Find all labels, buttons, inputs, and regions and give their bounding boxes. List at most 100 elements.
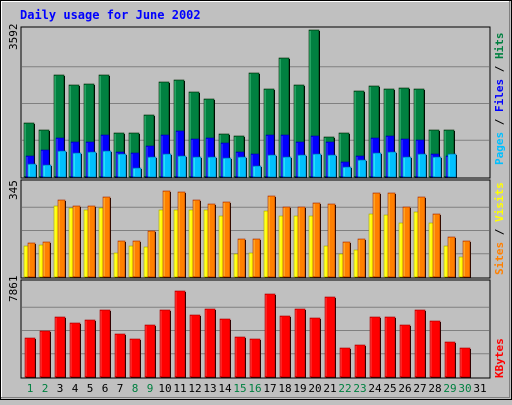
sites-bar bbox=[462, 240, 471, 278]
legend-separator-3: / bbox=[493, 228, 506, 235]
kbytes-bar bbox=[219, 318, 231, 378]
kbytes-bar bbox=[264, 293, 276, 378]
kbytes-bar bbox=[339, 347, 351, 378]
sites-bar bbox=[72, 205, 81, 278]
kbytes-bar bbox=[189, 314, 201, 378]
x-tick-label: 13 bbox=[203, 382, 216, 395]
sites-bar bbox=[402, 206, 411, 278]
kbytes-bar bbox=[84, 319, 96, 378]
kbytes-ymax-label: 7861 bbox=[7, 276, 20, 303]
legend-hits-files-pages: Pages / Files / Hits bbox=[493, 33, 506, 166]
x-tick-label: 27 bbox=[413, 382, 426, 395]
sites-bar bbox=[117, 240, 126, 278]
sites-bar bbox=[312, 202, 321, 278]
pages-bar bbox=[327, 154, 337, 178]
pages-bar bbox=[162, 153, 172, 178]
hits-ymax-label: 3592 bbox=[7, 24, 20, 51]
pages-bar bbox=[117, 153, 127, 178]
x-tick-label: 20 bbox=[308, 382, 321, 395]
sites-bar bbox=[357, 238, 366, 278]
x-tick-label: 12 bbox=[188, 382, 201, 395]
kbytes-bar bbox=[324, 296, 336, 378]
sites-bar bbox=[372, 192, 381, 278]
x-tick-label: 29 bbox=[443, 382, 456, 395]
pages-bar bbox=[267, 154, 277, 178]
kbytes-bar bbox=[39, 330, 51, 378]
x-tick-label: 15 bbox=[233, 382, 246, 395]
pages-bar bbox=[222, 157, 232, 178]
sites-bar bbox=[192, 199, 201, 278]
pages-bar bbox=[252, 165, 262, 178]
sites-bar bbox=[102, 196, 111, 278]
kbytes-bar bbox=[399, 324, 411, 378]
sites-bar bbox=[432, 213, 441, 278]
x-tick-label: 4 bbox=[72, 382, 79, 395]
chart-title: Daily usage for June 2002 bbox=[20, 8, 201, 22]
kbytes-bar bbox=[204, 308, 216, 378]
x-tick-label: 30 bbox=[458, 382, 471, 395]
pages-bar bbox=[27, 163, 37, 178]
pages-bar bbox=[282, 156, 292, 178]
pages-bar bbox=[207, 156, 217, 178]
legend-visits: Visits bbox=[493, 182, 506, 222]
x-tick-label: 19 bbox=[293, 382, 306, 395]
sites-bar bbox=[342, 241, 351, 278]
kbytes-bar bbox=[384, 316, 396, 378]
x-tick-label: 2 bbox=[42, 382, 49, 395]
x-tick-label: 23 bbox=[353, 382, 366, 395]
legend-separator-2: / bbox=[493, 65, 506, 72]
kbytes-bar bbox=[279, 315, 291, 378]
kbytes-bar bbox=[99, 309, 111, 378]
kbytes-bar bbox=[69, 322, 81, 378]
legend-kbytes-text: KBytes bbox=[493, 338, 506, 378]
sites-bar bbox=[162, 190, 171, 278]
x-tick-label: 28 bbox=[428, 382, 441, 395]
pages-bar bbox=[357, 159, 367, 178]
kbytes-bar bbox=[354, 344, 366, 378]
kbytes-bar bbox=[309, 317, 321, 378]
x-tick-label: 18 bbox=[278, 382, 291, 395]
sites-bar bbox=[87, 205, 96, 278]
x-tick-label: 5 bbox=[87, 382, 94, 395]
sites-bar bbox=[132, 240, 141, 278]
x-tick-label: 14 bbox=[218, 382, 232, 395]
pages-bar bbox=[402, 156, 412, 178]
pages-bar bbox=[387, 151, 397, 178]
visits-ymax-label: 345 bbox=[7, 180, 20, 200]
sites-bar bbox=[417, 196, 426, 278]
pages-bar bbox=[417, 153, 427, 178]
x-tick-label: 8 bbox=[132, 382, 139, 395]
pages-bar bbox=[42, 164, 52, 178]
x-tick-label: 25 bbox=[383, 382, 396, 395]
legend-files: Files bbox=[493, 79, 506, 112]
sites-bar bbox=[57, 199, 66, 278]
pages-bar bbox=[87, 151, 97, 178]
pages-bar bbox=[147, 156, 157, 178]
kbytes-bar bbox=[459, 347, 471, 378]
sites-bar bbox=[222, 201, 231, 278]
pages-bar bbox=[177, 155, 187, 178]
x-tick-label: 10 bbox=[158, 382, 171, 395]
pages-bar bbox=[237, 156, 247, 178]
sites-bar bbox=[252, 238, 261, 278]
kbytes-bar bbox=[234, 336, 246, 378]
kbytes-bar bbox=[249, 338, 261, 378]
kbytes-bar bbox=[414, 309, 426, 378]
sites-bar bbox=[27, 242, 36, 278]
legend-kbytes: KBytes bbox=[493, 338, 506, 378]
kbytes-bar bbox=[144, 324, 156, 378]
legend-sites: Sites bbox=[493, 242, 506, 275]
kbytes-bar bbox=[294, 308, 306, 378]
pages-bar bbox=[342, 166, 352, 178]
sites-bar bbox=[147, 230, 156, 278]
sites-bar bbox=[282, 206, 291, 278]
pages-bar bbox=[102, 150, 112, 178]
x-tick-label: 11 bbox=[173, 382, 186, 395]
sites-bar bbox=[297, 206, 306, 278]
sites-bar bbox=[447, 236, 456, 278]
x-tick-label: 22 bbox=[338, 382, 351, 395]
sites-bar bbox=[207, 203, 216, 278]
legend-hits: Hits bbox=[493, 33, 506, 60]
